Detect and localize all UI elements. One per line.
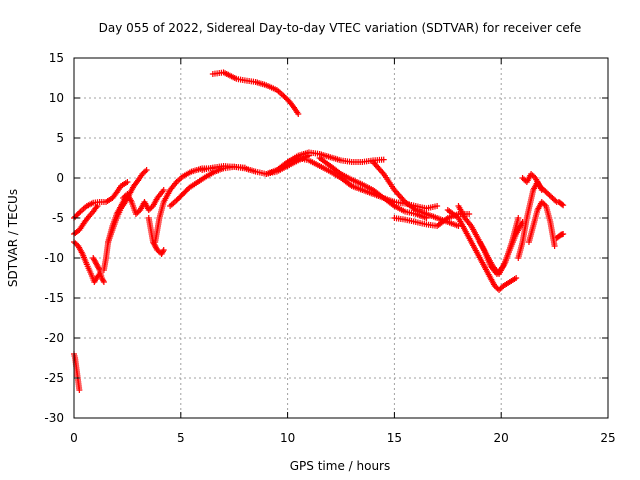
data-point (124, 179, 131, 185)
y-tick-label: -10 (44, 251, 64, 265)
y-tick-label: -25 (44, 371, 64, 385)
data-point (93, 204, 100, 211)
x-axis-label: GPS time / hours (290, 459, 391, 473)
data-point (100, 279, 107, 285)
chart-title: Day 055 of 2022, Sidereal Day-to-day VTE… (99, 21, 582, 35)
data-point (94, 203, 101, 209)
axis-ticks: 0 5 10 15 20 25 -30 -25 -20 -15 -10 -5 0 5 10 15 (44, 51, 615, 445)
data-point (466, 211, 473, 217)
series-arc-20 (476, 215, 522, 277)
data-point (560, 202, 567, 209)
series-arc-25 (553, 231, 567, 241)
data-point (513, 275, 520, 281)
series-arc-26 (71, 351, 83, 393)
series-arc-22 (519, 171, 560, 205)
data-point (76, 387, 83, 393)
y-tick-label: -15 (44, 291, 64, 305)
series-arc-4 (90, 255, 107, 285)
x-tick-label: 15 (387, 431, 402, 445)
data-point (160, 187, 167, 193)
series-arc-7 (120, 187, 167, 217)
y-tick-label: -30 (44, 411, 64, 425)
x-tick-label: 0 (70, 431, 78, 445)
x-tick-label: 25 (600, 431, 615, 445)
series-arc-18 (444, 207, 520, 293)
y-tick-label: 10 (49, 91, 64, 105)
series-arc-8 (145, 215, 167, 257)
y-tick-label: 15 (49, 51, 64, 65)
data-point (143, 167, 150, 173)
series-arc-15 (316, 155, 430, 221)
y-tick-label: -20 (44, 331, 64, 345)
plot-frame (73, 57, 609, 419)
series-arc-17 (391, 211, 473, 229)
series-arc-12 (209, 69, 302, 117)
data-point (76, 209, 83, 216)
series-arc-10 (167, 163, 248, 209)
y-tick-label: 5 (56, 131, 64, 145)
data-point (551, 243, 558, 249)
y-tick-label: -5 (52, 211, 64, 225)
data-point (380, 156, 387, 163)
y-axis-label: SDTVAR / TECUs (6, 189, 20, 287)
data-point (515, 215, 522, 221)
series-arc-2 (71, 203, 101, 237)
data-point (160, 247, 167, 253)
x-tick-label: 10 (280, 431, 295, 445)
y-tick-label: 0 (56, 171, 64, 185)
series-arc-3 (71, 239, 103, 285)
series-arc-6 (105, 167, 150, 245)
data-point (100, 277, 107, 284)
data-point (160, 248, 166, 255)
data-point (560, 231, 567, 237)
series-arc-24 (555, 199, 567, 209)
data-point (559, 201, 566, 208)
data-series (71, 69, 567, 393)
data-point (434, 203, 441, 209)
x-tick-label: 20 (494, 431, 509, 445)
series-arc-23 (525, 199, 558, 249)
data-point (95, 265, 102, 272)
x-tick-label: 5 (177, 431, 185, 445)
data-point (295, 111, 302, 117)
